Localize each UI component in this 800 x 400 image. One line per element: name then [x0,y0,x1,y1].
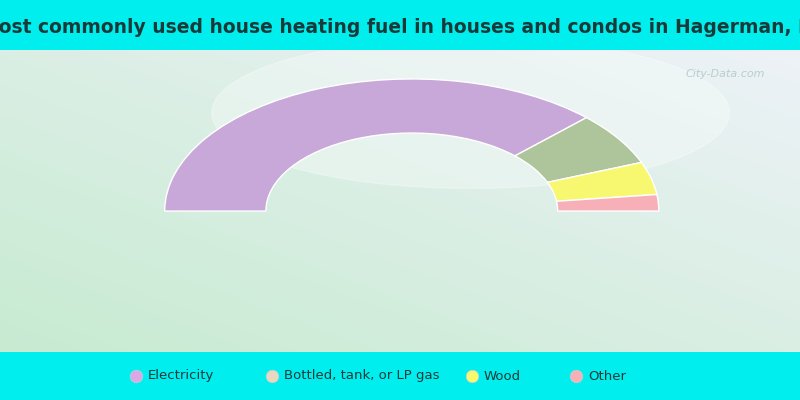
Text: Most commonly used house heating fuel in houses and condos in Hagerman, ID: Most commonly used house heating fuel in… [0,18,800,37]
Wedge shape [515,118,642,182]
Text: Electricity: Electricity [148,370,214,382]
Ellipse shape [212,38,730,188]
Wedge shape [547,162,657,201]
Wedge shape [557,194,659,211]
Text: Wood: Wood [484,370,521,382]
Text: City-Data.com: City-Data.com [686,69,765,79]
Text: Bottled, tank, or LP gas: Bottled, tank, or LP gas [284,370,439,382]
Wedge shape [165,79,586,211]
Text: Other: Other [588,370,626,382]
